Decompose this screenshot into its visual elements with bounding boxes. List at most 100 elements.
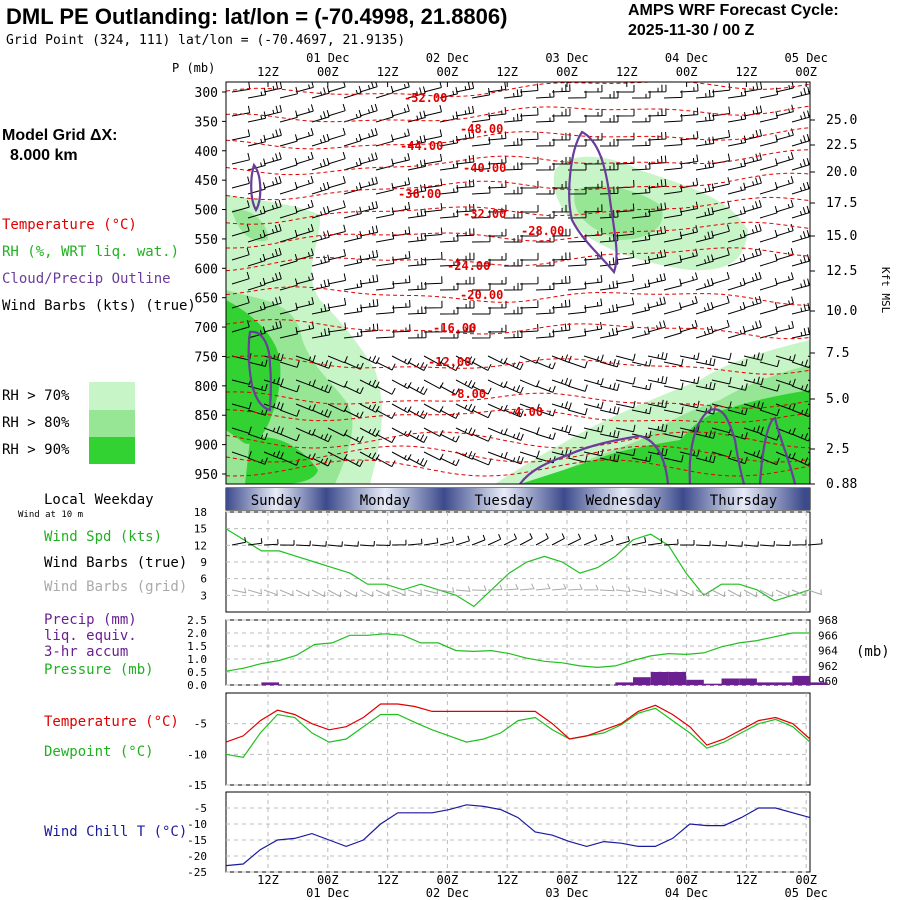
wind-barb-true — [631, 537, 647, 546]
xs-wind-barb — [599, 162, 619, 171]
xs-wind-barb — [343, 230, 362, 243]
xs-wind-barb — [711, 83, 731, 93]
xs-wind-barb — [407, 306, 427, 315]
xs-wind-barb — [679, 83, 699, 93]
xs-wind-barb — [279, 302, 298, 315]
xs-wind-barb — [791, 229, 810, 243]
xs-wind-barb — [759, 277, 778, 291]
time-axis: 12Z 00Z 12Z 00Z 12Z 00Z 12Z 00Z 12Z 00Z 12Z 00Z 12Z 0… — [257, 51, 828, 900]
temperature-contour-label: -4.00 — [507, 405, 543, 419]
xs-wind-barb — [375, 385, 396, 395]
precip-bar — [615, 682, 634, 685]
xs-wind-barb — [407, 433, 428, 443]
xs-wind-barb — [791, 110, 810, 123]
bottom-date-label: 05 Dec — [785, 886, 828, 900]
xs-wind-barb — [391, 104, 410, 117]
xs-wind-barb — [311, 206, 330, 219]
xs-wind-barb — [695, 113, 715, 123]
wind-barb-grid — [791, 589, 806, 597]
wind-speed-panel: 18 15 12 9 6 3 — [194, 506, 823, 613]
xs-wind-barb — [727, 301, 746, 315]
xs-wind-barb — [599, 233, 619, 243]
xs-wind-barb — [759, 359, 780, 368]
precip-bar — [686, 679, 704, 685]
xs-wind-barb — [791, 86, 810, 99]
xs-wind-barb — [631, 454, 652, 463]
xs-wind-barb — [391, 379, 412, 389]
dewpoint-legend: Dewpoint (°C) — [44, 744, 154, 760]
top-time-tick: 00Z — [317, 65, 339, 79]
xs-wind-barb — [567, 305, 587, 315]
wind-barb-true — [567, 533, 582, 546]
xs-wind-barb — [631, 90, 651, 99]
xs-wind-barb — [295, 272, 314, 285]
xs-wind-barb — [791, 408, 810, 418]
temperature-contour-label: -24.00 — [447, 259, 490, 273]
wind-barb-grid — [503, 583, 519, 591]
xs-wind-barb — [327, 248, 346, 261]
xs-wind-barb — [439, 457, 460, 467]
wind-barb-grid — [807, 589, 822, 596]
xs-wind-barb — [487, 155, 507, 165]
xs-wind-barb — [503, 186, 523, 195]
wind-barb-grid — [311, 589, 326, 598]
xs-wind-barb — [359, 274, 379, 285]
forecast-cycle-value: 2025-11-30 / 00 Z — [628, 22, 755, 39]
weekday-cell — [804, 488, 810, 510]
bottom-time-tick: 12Z — [616, 873, 638, 887]
wind-barb-true — [439, 536, 455, 546]
xs-wind-barb — [295, 151, 314, 165]
xs-wind-barb — [311, 360, 332, 369]
temperature-contour-label: -20.00 — [460, 288, 503, 302]
xs-wind-barb — [439, 111, 459, 123]
legend-rh90-swatch — [89, 437, 135, 464]
xs-wind-barb — [599, 138, 619, 147]
xs-wind-barb — [759, 87, 779, 99]
xs-wind-barb — [279, 433, 300, 442]
xs-wind-barb — [503, 282, 523, 291]
xs-wind-barb — [791, 384, 810, 393]
xs-wind-barb — [279, 457, 300, 466]
xs-wind-barb — [503, 330, 523, 339]
kft-tick-label: 10.0 — [826, 304, 857, 319]
xs-wind-barb — [279, 360, 300, 368]
xs-wind-barb — [775, 175, 794, 189]
top-date-label: 01 Dec — [306, 51, 349, 65]
kft-tick-label: 0.88 — [826, 477, 857, 492]
xs-wind-barb — [775, 378, 796, 387]
wind-barb-grid — [247, 588, 263, 595]
xs-wind-barb — [615, 353, 636, 361]
precip-bar — [774, 682, 793, 685]
pressure-tick-label: 800 — [195, 380, 218, 395]
xs-wind-barb — [583, 448, 604, 457]
xs-wind-barb — [311, 110, 330, 123]
xs-wind-barb — [535, 114, 555, 123]
xs-wind-barb — [583, 298, 603, 309]
precip-panel-ytick: 2.0 — [187, 627, 207, 640]
xs-wind-barb — [551, 252, 571, 261]
xs-wind-barb — [615, 400, 636, 409]
wind-barb-true — [263, 539, 279, 546]
xs-wind-barb — [231, 224, 250, 237]
precip-bar — [650, 672, 669, 685]
temperature-line — [225, 703, 811, 746]
xs-wind-barb — [375, 305, 395, 315]
xs-wind-barb — [343, 85, 362, 99]
xs-wind-barb — [375, 182, 394, 195]
chart-title: DML PE Outlanding: lat/lon = (-70.4998, … — [6, 4, 508, 29]
xs-wind-barb — [487, 427, 508, 436]
xs-wind-barb — [439, 86, 458, 99]
xs-wind-barb — [263, 401, 284, 411]
xs-wind-barb — [279, 409, 300, 417]
xs-wind-barb — [615, 274, 635, 285]
xs-wind-barb — [759, 302, 778, 315]
xs-wind-barb — [423, 379, 444, 390]
xs-wind-barb — [535, 282, 555, 291]
wind-barb-true — [791, 539, 807, 546]
wind-barb-grid — [615, 586, 631, 593]
precip-legend-2: liq. equiv. — [44, 628, 137, 644]
xs-wind-barb — [567, 328, 587, 339]
xs-wind-barb — [487, 106, 507, 117]
xs-wind-barb — [263, 320, 282, 333]
precip-bar — [703, 683, 722, 685]
